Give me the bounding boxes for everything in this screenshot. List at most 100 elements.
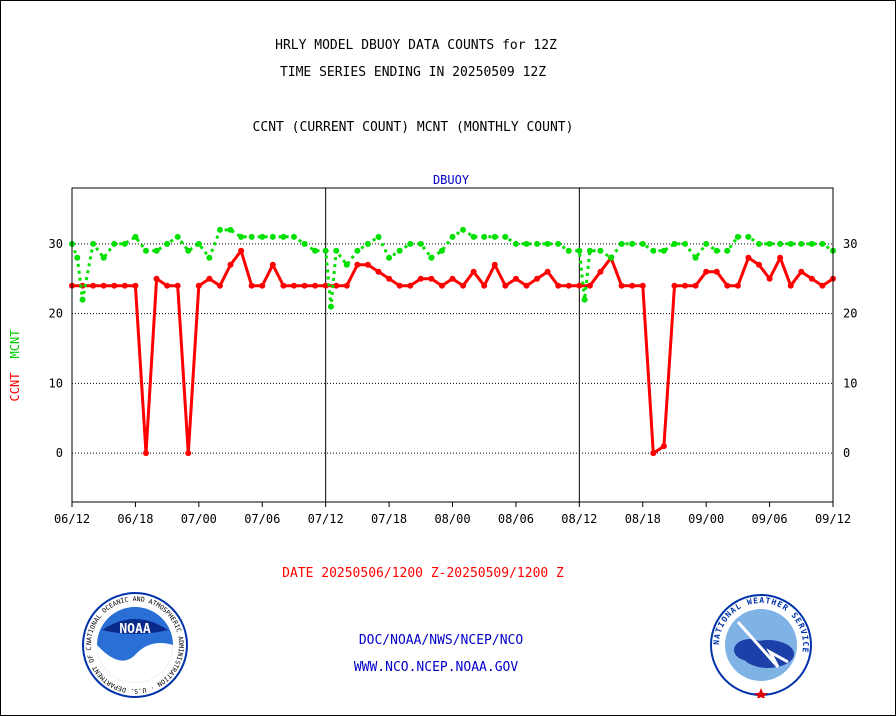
data-point-mcnt [618, 240, 625, 247]
data-point-ccnt [269, 261, 276, 268]
data-point-ccnt [290, 282, 297, 289]
data-point-mcnt [290, 233, 297, 240]
data-point-mcnt [327, 303, 334, 310]
data-point-mcnt [512, 240, 519, 247]
data-point-mcnt [90, 240, 97, 247]
x-tick-label: 08/12 [561, 512, 597, 526]
data-point-mcnt [565, 247, 572, 254]
data-point-mcnt [174, 233, 181, 240]
data-point-mcnt [417, 240, 424, 247]
data-point-mcnt [597, 247, 604, 254]
data-point-ccnt [216, 282, 223, 289]
data-point-ccnt [238, 247, 245, 254]
data-point-mcnt [481, 233, 488, 240]
data-point-mcnt [660, 247, 667, 254]
data-point-ccnt [132, 282, 139, 289]
x-tick-label: 07/12 [308, 512, 344, 526]
data-point-mcnt [312, 247, 319, 254]
data-point-ccnt [544, 268, 551, 275]
x-tick-label: 08/18 [625, 512, 661, 526]
data-point-ccnt [512, 275, 519, 282]
data-point-mcnt [343, 261, 350, 268]
data-point-mcnt [301, 240, 308, 247]
data-point-ccnt [756, 261, 763, 268]
data-point-ccnt [586, 282, 593, 289]
y-axis-label-ccnt: CCNT [8, 373, 22, 402]
data-point-ccnt [671, 282, 678, 289]
data-point-ccnt [438, 282, 445, 289]
y-tick-labels-left: 0 10 20 30 [49, 237, 63, 460]
data-point-mcnt [808, 240, 815, 247]
y-tick-label: 10 [49, 376, 63, 390]
data-point-ccnt [312, 282, 319, 289]
noaa-logo: NOAA NATIONAL OCEANIC AND ATMOSPHERIC AD… [80, 590, 188, 698]
data-point-ccnt [280, 282, 287, 289]
date-range: DATE 20250506/1200 Z-20250509/1200 Z [282, 566, 564, 581]
data-point-ccnt [428, 275, 435, 282]
data-point-ccnt [417, 275, 424, 282]
data-point-mcnt [534, 240, 541, 247]
data-point-ccnt [766, 275, 773, 282]
data-point-mcnt [259, 233, 266, 240]
data-point-ccnt [491, 261, 498, 268]
x-tick-label: 07/00 [181, 512, 217, 526]
data-point-mcnt [586, 247, 593, 254]
data-point-mcnt [555, 240, 562, 247]
data-point-mcnt [269, 233, 276, 240]
series-mcnt [69, 226, 836, 310]
data-point-mcnt [734, 233, 741, 240]
data-point-mcnt [195, 240, 202, 247]
data-point-mcnt [745, 233, 752, 240]
data-point-mcnt [407, 240, 414, 247]
data-point-ccnt [164, 282, 171, 289]
data-point-ccnt [713, 268, 720, 275]
series-layer [69, 226, 836, 457]
data-point-mcnt [692, 254, 699, 261]
data-point-mcnt [470, 233, 477, 240]
data-point-ccnt [449, 275, 456, 282]
x-tick-label: 07/18 [371, 512, 407, 526]
data-point-mcnt [79, 296, 86, 303]
data-point-mcnt [629, 240, 636, 247]
data-point-ccnt [343, 282, 350, 289]
data-point-mcnt [280, 233, 287, 240]
y-tick-label: 30 [843, 237, 857, 251]
x-tick-label: 07/06 [244, 512, 280, 526]
data-point-ccnt [185, 450, 192, 457]
data-point-mcnt [703, 240, 710, 247]
data-point-mcnt [428, 254, 435, 261]
data-point-ccnt [333, 282, 340, 289]
data-point-ccnt [407, 282, 414, 289]
data-point-mcnt [364, 240, 371, 247]
series-ccnt [69, 247, 836, 457]
x-tick-label: 08/06 [498, 512, 534, 526]
data-point-ccnt [248, 282, 255, 289]
y-tick-label: 20 [843, 307, 857, 321]
data-point-ccnt [734, 282, 741, 289]
x-tick-label: 09/00 [688, 512, 724, 526]
noaa-logo-text: NOAA [119, 622, 150, 637]
data-point-mcnt [713, 247, 720, 254]
data-point-mcnt [227, 226, 234, 233]
data-point-mcnt [639, 240, 646, 247]
data-point-ccnt [565, 282, 572, 289]
data-point-ccnt [174, 282, 181, 289]
x-tick-label: 09/06 [752, 512, 788, 526]
data-point-mcnt [216, 226, 223, 233]
data-point-mcnt [777, 240, 784, 247]
data-point-ccnt [703, 268, 710, 275]
nws-logo: NATIONAL WEATHER SERVICE [710, 594, 812, 698]
data-point-ccnt [798, 268, 805, 275]
data-point-mcnt [438, 247, 445, 254]
data-point-mcnt [206, 254, 213, 261]
data-point-ccnt [460, 282, 467, 289]
data-point-ccnt [375, 268, 382, 275]
data-point-mcnt [121, 240, 128, 247]
y-tick-label: 0 [56, 446, 63, 460]
data-point-mcnt [354, 247, 361, 254]
panel-title: DBUOY [433, 173, 470, 187]
data-point-ccnt [100, 282, 107, 289]
data-point-mcnt [756, 240, 763, 247]
data-point-ccnt [121, 282, 128, 289]
data-point-mcnt [248, 233, 255, 240]
